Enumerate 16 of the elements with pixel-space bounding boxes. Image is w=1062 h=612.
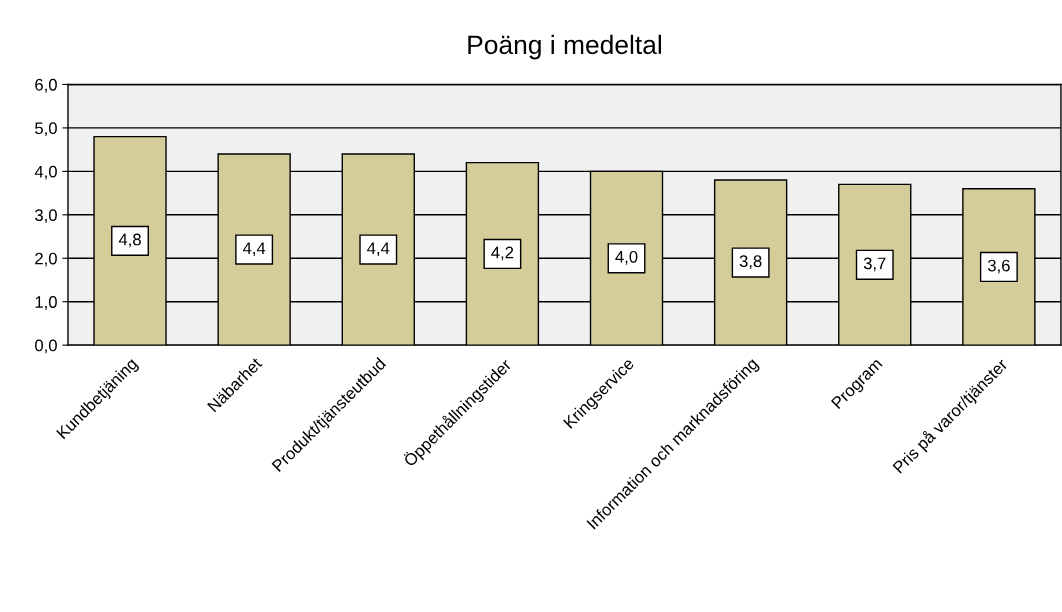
y-tick-label: 0,0 — [35, 339, 57, 354]
y-tick-label: 6,0 — [35, 78, 57, 93]
data-label: 4,0 — [615, 250, 638, 265]
y-tick-label: 3,0 — [35, 209, 57, 223]
y-tick-label: 1,0 — [35, 296, 57, 310]
y-tick-label: 5,0 — [35, 122, 57, 137]
data-label: 3,8 — [739, 255, 762, 270]
data-label: 4,4 — [242, 242, 266, 257]
data-label: 4,8 — [118, 233, 141, 248]
data-label: 4,4 — [367, 242, 390, 257]
chart-title: Poäng i medeltal — [468, 34, 661, 60]
data-label: 3,6 — [987, 259, 1010, 274]
data-label: 3,7 — [863, 257, 886, 272]
data-label: 4,2 — [491, 246, 514, 261]
y-tick-label: 2,0 — [35, 252, 57, 267]
y-tick-label: 4,0 — [34, 165, 57, 180]
